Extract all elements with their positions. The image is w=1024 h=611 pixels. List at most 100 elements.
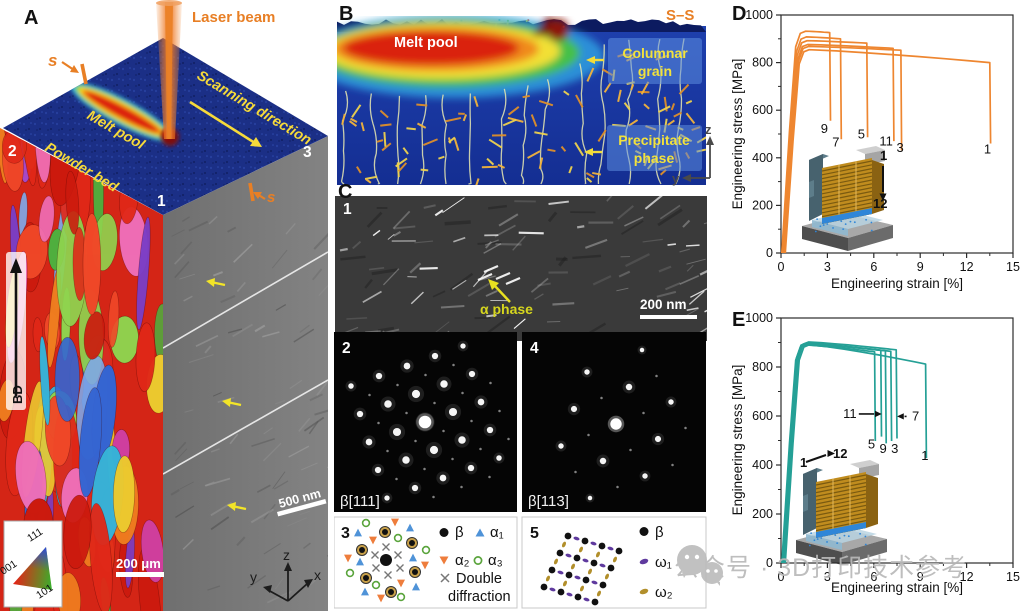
decorative-shape [606, 196, 613, 202]
decorative-shape [107, 290, 120, 348]
x-tick-label: 3 [824, 260, 831, 274]
precipitate-label-2: phase [634, 150, 675, 166]
decorative-shape [414, 439, 417, 443]
omega1-ellipse-icon [574, 575, 581, 580]
curve-label: 11 [843, 406, 857, 421]
decorative-shape [410, 291, 424, 305]
decorative-shape [623, 102, 631, 111]
axis-y-label-a: y [250, 569, 257, 585]
decorative-shape [313, 229, 328, 250]
sub5-number: 5 [530, 525, 539, 542]
beta-dot-icon [380, 554, 392, 566]
decorative-shape [685, 100, 693, 105]
decorative-shape [136, 216, 151, 331]
arrow-head [879, 193, 887, 201]
alpha1-triangle-icon [354, 528, 362, 537]
omega2-ellipse-icon [595, 551, 601, 558]
decorative-shape [568, 165, 573, 174]
decorative-shape [495, 271, 511, 281]
decorative-shape [356, 410, 364, 418]
decorative-shape [624, 216, 644, 227]
omega2-ellipse-icon [570, 563, 576, 570]
alpha2-triangle-icon [377, 594, 385, 603]
omega1-ellipse-icon [599, 563, 606, 568]
decorative-shape [452, 363, 455, 367]
x-tick-label: 12 [960, 260, 974, 274]
decorative-shape [285, 223, 296, 235]
sem-layer-boundaries [163, 251, 328, 475]
decorative-shape [433, 401, 436, 405]
arrow-head [874, 410, 882, 418]
decorative-shape [575, 94, 584, 108]
schematic-5-lattice [540, 532, 623, 606]
legend-omega2: ω₂ [655, 584, 673, 601]
decorative-shape [409, 540, 415, 546]
decorative-shape [365, 178, 372, 184]
decorative-shape [318, 276, 328, 297]
sub3-number: 3 [341, 525, 350, 542]
decorative-shape [434, 209, 444, 217]
xyz-axes-heads [263, 562, 313, 593]
decorative-shape [816, 516, 866, 528]
decorative-shape [822, 224, 825, 226]
ipf-color-key [3, 520, 63, 608]
decorative-shape [229, 433, 239, 445]
decorative-shape [627, 119, 639, 127]
panel-c-art: C 1 α phase 200 nm 2 β[111] 4 β[113] 3 β… [334, 181, 707, 609]
decorative-shape [864, 535, 867, 538]
legend-omega1: ω₁ [655, 554, 672, 571]
beta-dot-icon [615, 547, 623, 555]
decorative-shape [423, 204, 436, 209]
decorative-shape [393, 225, 416, 230]
tem-streaks [338, 196, 707, 339]
omega1-ellipse-icon [590, 541, 597, 546]
alpha3-circle-icon [345, 568, 355, 578]
y-tick-label: 800 [752, 56, 773, 70]
decorative-shape [560, 145, 567, 152]
decorative-shape [204, 345, 212, 354]
decorative-shape [468, 370, 476, 378]
decorative-shape [822, 175, 872, 187]
decorative-shape [448, 136, 456, 144]
decorative-shape [586, 67, 595, 82]
section-s-left: s [48, 51, 57, 70]
decorative-shape [423, 467, 426, 471]
decorative-shape [816, 482, 866, 494]
decorative-shape [262, 331, 280, 338]
alpha1-triangle-icon [361, 587, 369, 596]
double-diffraction-cross-icon [394, 551, 402, 559]
decorative-shape [498, 409, 501, 413]
decorative-shape [538, 99, 554, 107]
decorative-shape [816, 485, 866, 497]
decorative-shape [548, 200, 569, 205]
decorative-shape [816, 493, 866, 505]
decorative-shape [371, 268, 398, 276]
inset-block-part [872, 160, 884, 214]
yellow-arrow-head [227, 502, 236, 511]
y-tick-label: 600 [752, 103, 773, 117]
melt-pool-b [337, 16, 604, 98]
double-diffraction-cross-icon [382, 543, 390, 551]
decorative-shape [808, 544, 811, 547]
decorative-shape [402, 147, 409, 155]
xyz-axes [267, 568, 309, 602]
legend-beta-3: β [455, 524, 464, 541]
omega2-ellipse-icon [587, 568, 593, 575]
precipitate-phase-box [607, 125, 702, 171]
decorative-shape [405, 411, 408, 415]
decorative-shape [308, 420, 319, 435]
curve-label: 5 [858, 126, 865, 141]
decorative-shape [603, 82, 612, 93]
decorative-shape [685, 244, 700, 247]
decorative-shape [667, 119, 675, 126]
decorative-shape [690, 288, 707, 298]
decorative-shape [432, 495, 435, 499]
decorative-shape [657, 105, 671, 113]
x-tick-label: 12 [960, 570, 974, 584]
sub1-number: 1 [343, 201, 352, 218]
decorative-shape [630, 83, 635, 91]
decorative-shape [483, 264, 499, 274]
decorative-shape [643, 103, 650, 110]
decorative-shape [299, 510, 310, 516]
decorative-shape [473, 96, 479, 107]
